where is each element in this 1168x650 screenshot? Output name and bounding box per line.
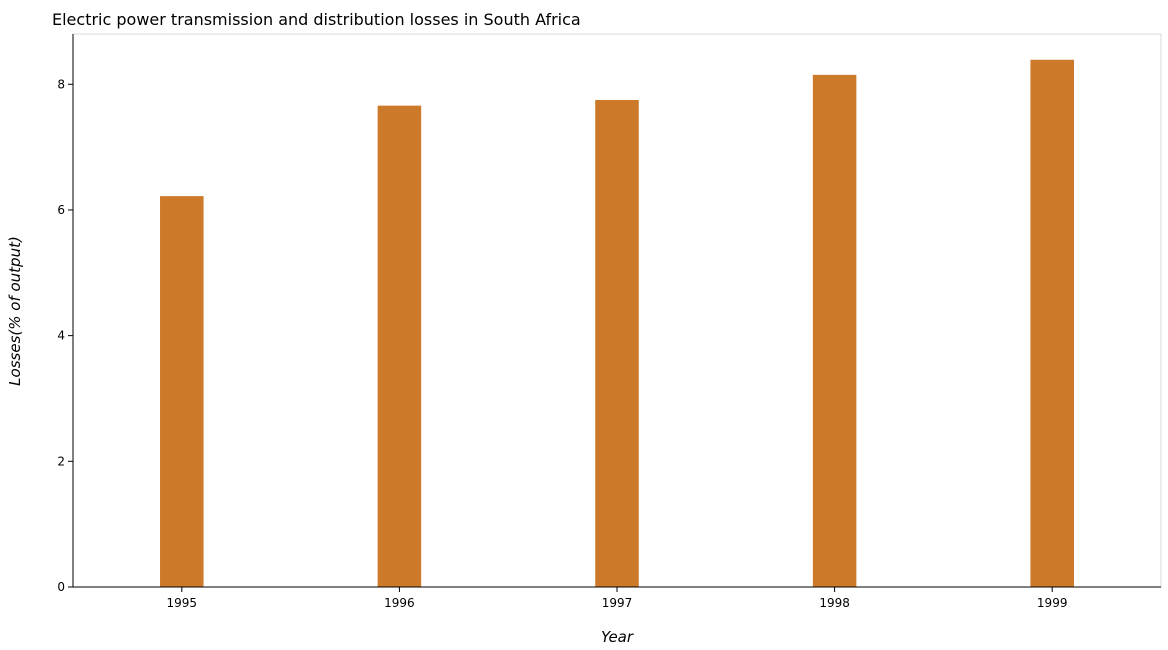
bar-1996 [377, 105, 422, 587]
chart-title: Electric power transmission and distribu… [52, 10, 581, 29]
y-tick-label: 4 [57, 329, 65, 343]
x-tick-label-1998: 1998 [819, 596, 850, 610]
bars-group [160, 59, 1074, 588]
x-tick-label-1995: 1995 [167, 596, 198, 610]
bar-1999 [1030, 59, 1074, 588]
x-tick-label-1999: 1999 [1037, 596, 1068, 610]
x-axis: 1995 1996 1997 1998 1999 [73, 586, 1161, 610]
bar-1995 [160, 196, 204, 587]
y-tick-label: 6 [57, 203, 65, 217]
y-axis-label: Losses(% of output) [6, 236, 24, 386]
y-tick-label: 2 [57, 454, 65, 468]
bar-1998 [812, 74, 857, 588]
y-tick-label: 0 [57, 580, 65, 594]
y-tick-label: 8 [57, 77, 65, 91]
y-axis: 0 2 4 6 8 [57, 34, 74, 594]
x-tick-label-1997: 1997 [602, 596, 633, 610]
bar-1997 [595, 99, 639, 587]
x-tick-label-1996: 1996 [384, 596, 415, 610]
x-axis-label: Year [601, 628, 634, 646]
